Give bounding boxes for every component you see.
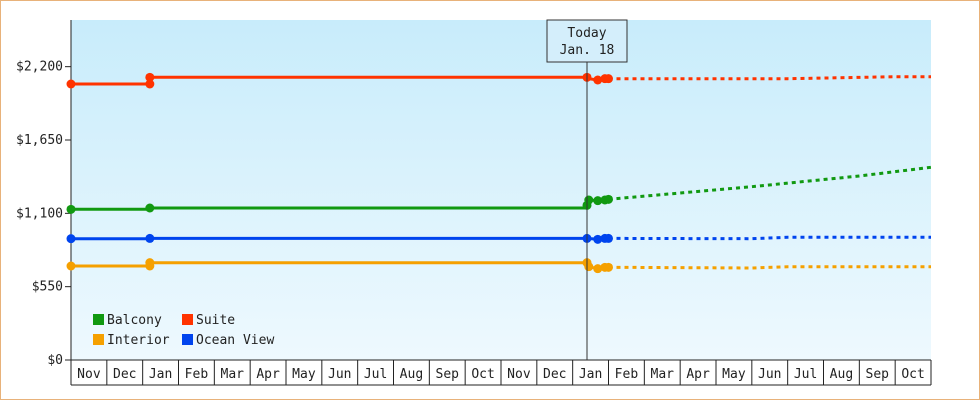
- data-point-balcony: [145, 203, 155, 213]
- data-point-interior: [604, 262, 613, 272]
- x-tick-label: Nov: [77, 367, 101, 382]
- x-tick-label: Dec: [113, 367, 136, 382]
- data-point-suite: [145, 72, 155, 82]
- forecast-line-ocean-view: [608, 235, 931, 241]
- today-box: [546, 19, 628, 63]
- data-point-suite: [66, 79, 76, 89]
- data-point-interior: [593, 264, 603, 274]
- x-tick-label: Aug: [830, 367, 853, 382]
- x-tick-label: May: [722, 367, 746, 382]
- data-point-ocean-view: [593, 234, 603, 244]
- x-tick-label: Jun: [328, 367, 351, 382]
- legend-label-suite: Suite: [196, 313, 235, 328]
- today-date: Jan. 18: [560, 43, 615, 58]
- legend: Balcony Suite Interior Ocean View: [93, 313, 274, 348]
- y-tick-label: $550: [32, 280, 63, 295]
- x-tick-label: Sep: [436, 367, 460, 382]
- x-tick-label: Oct: [901, 367, 924, 382]
- data-point-balcony: [593, 196, 603, 206]
- data-point-ocean-view: [604, 233, 613, 243]
- y-tick-label: $1,650: [16, 133, 63, 148]
- legend-swatch-interior: [93, 334, 104, 345]
- data-point-suite: [593, 75, 603, 85]
- data-point-balcony: [604, 194, 613, 204]
- x-tick-label: Jul: [794, 367, 817, 382]
- x-tick-label: Aug: [400, 367, 423, 382]
- x-tick-label: Feb: [615, 367, 639, 382]
- x-tick-label: May: [292, 367, 316, 382]
- data-point-ocean-view: [145, 233, 155, 243]
- x-tick-label: Jan: [149, 367, 172, 382]
- data-point-balcony: [66, 204, 76, 214]
- x-tick-label: Jun: [758, 367, 781, 382]
- x-tick-label: Jan: [579, 367, 602, 382]
- today-label: Today: [567, 26, 606, 41]
- data-point-ocean-view: [66, 234, 76, 244]
- data-point-interior: [145, 258, 155, 268]
- x-tick-label: Apr: [256, 367, 280, 382]
- x-tick-label: Mar: [221, 367, 245, 382]
- x-tick-label: Dec: [543, 367, 566, 382]
- x-tick-label: Jul: [364, 367, 387, 382]
- x-tick-label: Oct: [471, 367, 494, 382]
- forecast-line-suite: [608, 75, 931, 81]
- legend-swatch-balcony: [93, 314, 104, 325]
- y-tick-label: $2,200: [16, 60, 63, 75]
- plot-area: [71, 20, 931, 360]
- y-axis: $2,200 $1,650 $1,100 $550 $0: [16, 20, 72, 368]
- x-tick-label: Apr: [686, 367, 710, 382]
- data-point-balcony: [584, 195, 594, 205]
- forecast-line-interior: [608, 265, 931, 270]
- x-tick-label: Sep: [866, 367, 890, 382]
- y-tick-label: $1,100: [16, 206, 63, 221]
- legend-swatch-ocean-view: [182, 334, 193, 345]
- x-axis: Nov Dec Jan Feb Mar Apr May Jun Jul Aug Sep Oct Nov D…: [70, 359, 932, 386]
- legend-label-balcony: Balcony: [107, 313, 162, 328]
- y-tick-label: $0: [47, 353, 63, 368]
- data-point-suite: [145, 79, 155, 89]
- today-marker: Today Jan. 18: [546, 19, 628, 360]
- x-tick-label: Nov: [507, 367, 531, 382]
- x-tick-label: Mar: [651, 367, 675, 382]
- legend-swatch-suite: [182, 314, 193, 325]
- legend-label-interior: Interior: [107, 333, 170, 348]
- x-tick-label: Feb: [185, 367, 209, 382]
- data-point-interior: [584, 262, 594, 272]
- legend-label-ocean-view: Ocean View: [196, 333, 274, 348]
- data-point-interior: [66, 261, 76, 271]
- data-point-suite: [604, 74, 613, 84]
